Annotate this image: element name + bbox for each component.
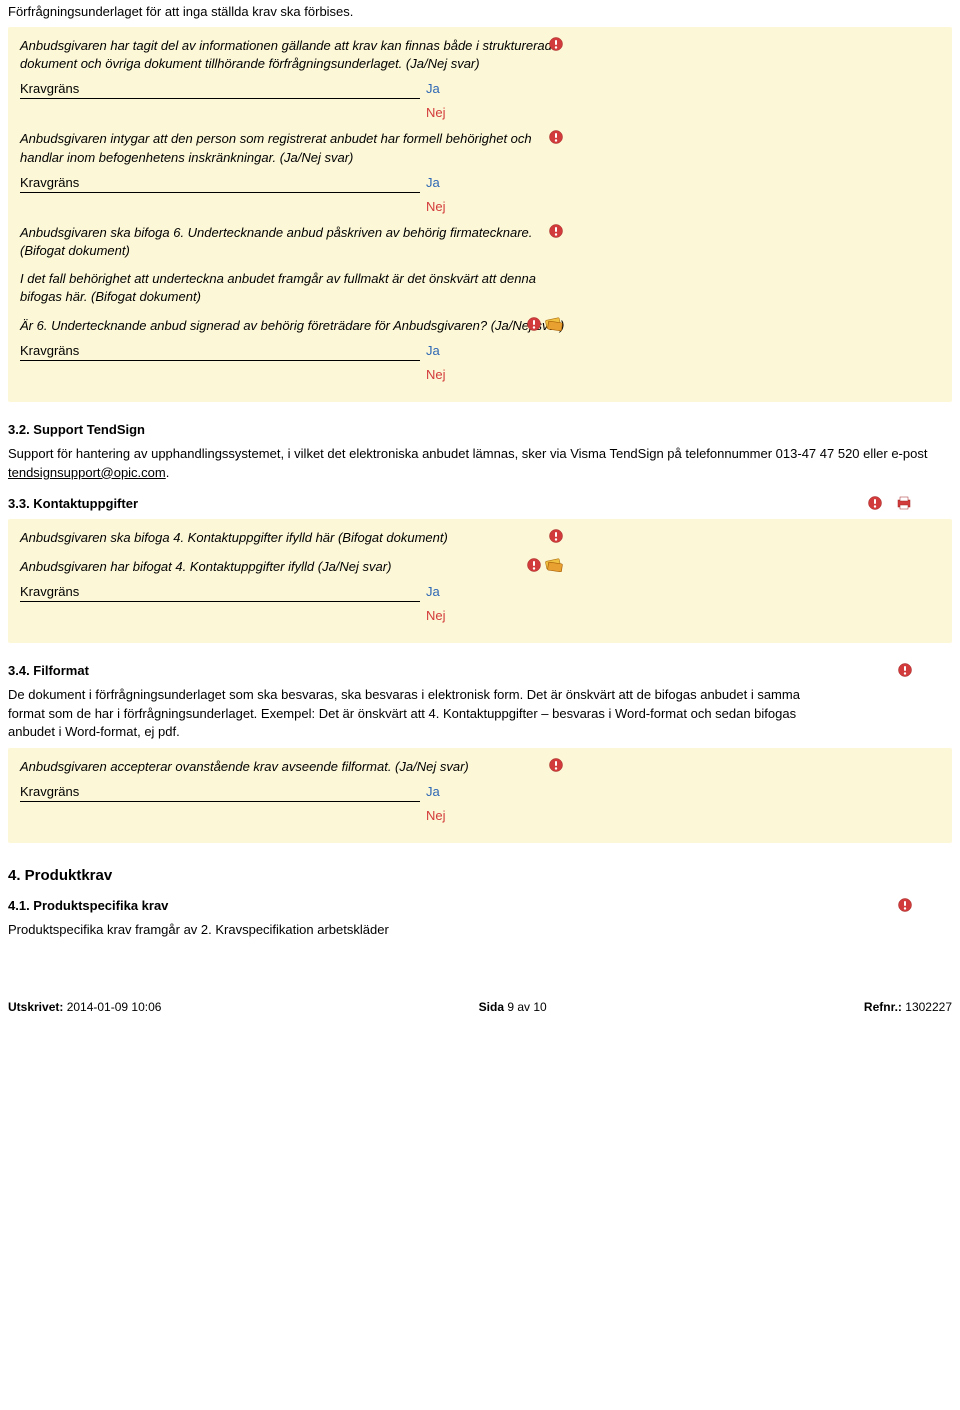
nej-value: Nej — [426, 808, 940, 823]
question-33-2: Anbudsgivaren har bifogat 4. Kontaktuppg… — [20, 558, 575, 576]
section-3-3-label: 3.3. Kontaktuppgifter — [8, 496, 138, 511]
alert-icon — [549, 130, 563, 144]
ja-value: Ja — [420, 343, 440, 361]
footer-right-label: Refnr.: — [864, 1000, 902, 1014]
kravgrans-label: Kravgräns — [20, 175, 420, 193]
alert-icon — [549, 758, 563, 772]
support-email-link[interactable]: tendsignsupport@opic.com — [8, 465, 166, 480]
section-4-1-body: Produktspecifika krav framgår av 2. Krav… — [8, 921, 952, 940]
question-33-1-text: Anbudsgivaren ska bifoga 4. Kontaktuppgi… — [20, 530, 448, 545]
alert-icon — [549, 37, 563, 51]
intro-text: Förfrågningsunderlaget för att inga stäl… — [8, 4, 952, 19]
section-4-title: 4. Produktkrav — [8, 867, 952, 884]
ja-value: Ja — [420, 175, 440, 193]
question-box-1: Anbudsgivaren har tagit del av informati… — [8, 27, 952, 402]
section-3-4-label: 3.4. Filformat — [8, 663, 89, 678]
nej-value: Nej — [426, 105, 940, 120]
question-4-text: I det fall behörighet att underteckna an… — [20, 271, 536, 304]
section-3-4-icons — [898, 663, 912, 677]
section-3-3-icons — [868, 496, 912, 510]
section-3-4-title: 3.4. Filformat — [8, 663, 952, 678]
question-3: Anbudsgivaren ska bifoga 6. Undertecknan… — [20, 224, 575, 260]
question-5-icons — [527, 317, 563, 331]
question-34-1: Anbudsgivaren accepterar ovanstående kra… — [20, 758, 575, 776]
footer-right-val: 1302227 — [902, 1000, 952, 1014]
ja-value: Ja — [420, 584, 440, 602]
alert-icon — [898, 663, 912, 677]
question-2-icons — [549, 130, 563, 144]
kravgrans-label: Kravgräns — [20, 343, 420, 361]
section-4-1-title: 4.1. Produktspecifika krav — [8, 898, 952, 913]
footer-right: Refnr.: 1302227 — [864, 1000, 952, 1014]
alert-icon — [898, 898, 912, 912]
question-33-2-text: Anbudsgivaren har bifogat 4. Kontaktuppg… — [20, 559, 391, 574]
question-34-1-icons — [549, 758, 563, 772]
question-4: I det fall behörighet att underteckna an… — [20, 270, 575, 306]
section-3-2-title: 3.2. Support TendSign — [8, 422, 952, 437]
question-2-text: Anbudsgivaren intygar att den person som… — [20, 131, 532, 164]
question-3-text: Anbudsgivaren ska bifoga 6. Undertecknan… — [20, 225, 532, 258]
question-33-1: Anbudsgivaren ska bifoga 4. Kontaktuppgi… — [20, 529, 575, 547]
question-2: Anbudsgivaren intygar att den person som… — [20, 130, 575, 166]
question-33-1-icons — [549, 529, 563, 543]
footer-left-val: 2014-01-09 10:06 — [63, 1000, 161, 1014]
section-4-1-icons — [898, 898, 912, 912]
page-footer: Utskrivet: 2014-01-09 10:06 Sida 9 av 10… — [8, 1000, 952, 1014]
period: . — [166, 465, 170, 480]
ja-value: Ja — [420, 81, 440, 99]
footer-mid: Sida 9 av 10 — [479, 1000, 547, 1014]
ticket-icon — [545, 558, 563, 572]
section-3-3-title: 3.3. Kontaktuppgifter — [8, 496, 952, 511]
section-3-4-body: De dokument i förfrågningsunderlaget som… — [8, 686, 828, 743]
ja-value: Ja — [420, 784, 440, 802]
alert-icon — [549, 529, 563, 543]
question-34-1-text: Anbudsgivaren accepterar ovanstående kra… — [20, 759, 469, 774]
ticket-icon — [545, 317, 563, 331]
alert-icon — [527, 317, 541, 331]
footer-left: Utskrivet: 2014-01-09 10:06 — [8, 1000, 161, 1014]
kravgrans-label: Kravgräns — [20, 584, 420, 602]
alert-icon — [549, 224, 563, 238]
footer-left-label: Utskrivet: — [8, 1000, 63, 1014]
alert-icon — [868, 496, 882, 510]
question-1-icons — [549, 37, 563, 51]
question-3-icons — [549, 224, 563, 238]
question-1-text: Anbudsgivaren har tagit del av informati… — [20, 38, 559, 71]
kravgrans-label: Kravgräns — [20, 81, 420, 99]
nej-value: Nej — [426, 367, 940, 382]
footer-mid-label: Sida — [479, 1000, 508, 1014]
question-1: Anbudsgivaren har tagit del av informati… — [20, 37, 575, 73]
section-3-2-body: Support för hantering av upphandlingssys… — [8, 445, 952, 483]
footer-mid-val: 9 av 10 — [507, 1000, 546, 1014]
question-box-3: Anbudsgivaren accepterar ovanstående kra… — [8, 748, 952, 843]
question-box-2: Anbudsgivaren ska bifoga 4. Kontaktuppgi… — [8, 519, 952, 642]
print-icon[interactable] — [896, 496, 912, 510]
section-4-1-label: 4.1. Produktspecifika krav — [8, 898, 168, 913]
nej-value: Nej — [426, 199, 940, 214]
question-5-text: Är 6. Undertecknande anbud signerad av b… — [20, 318, 564, 333]
nej-value: Nej — [426, 608, 940, 623]
section-3-2-text: Support för hantering av upphandlingssys… — [8, 446, 927, 461]
question-5: Är 6. Undertecknande anbud signerad av b… — [20, 317, 575, 335]
kravgrans-label: Kravgräns — [20, 784, 420, 802]
question-33-2-icons — [527, 558, 563, 572]
alert-icon — [527, 558, 541, 572]
